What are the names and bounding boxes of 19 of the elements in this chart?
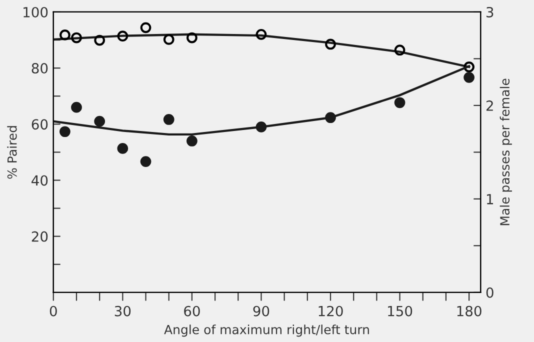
y-tick-label: 80: [32, 63, 48, 74]
y-tick-label: 40: [32, 175, 48, 186]
x-tick-label: 30: [114, 306, 131, 316]
y-tick-label: 20: [32, 231, 48, 242]
y2-tick-label: 3: [486, 6, 494, 18]
x-tick-label: 90: [253, 306, 270, 316]
x-tick-label: 120: [318, 306, 343, 316]
x-tick-label: 180: [457, 306, 482, 316]
y-tick-label: 100: [24, 6, 48, 18]
x-tick-label: 60: [184, 306, 200, 316]
y-tick-label: 60: [32, 119, 48, 130]
y-axis-title: % Paired: [7, 126, 17, 179]
x-tick-label: 150: [388, 306, 412, 316]
x-axis-title: Angle of maximum right/left turn: [164, 324, 369, 337]
y2-tick-label: 0: [486, 287, 494, 298]
y2-axis-title: Male passes per female: [500, 78, 512, 226]
x-tick-label: 0: [50, 306, 57, 316]
y2-tick-label: 1: [486, 194, 494, 204]
y2-tick-label: 2: [486, 100, 493, 111]
